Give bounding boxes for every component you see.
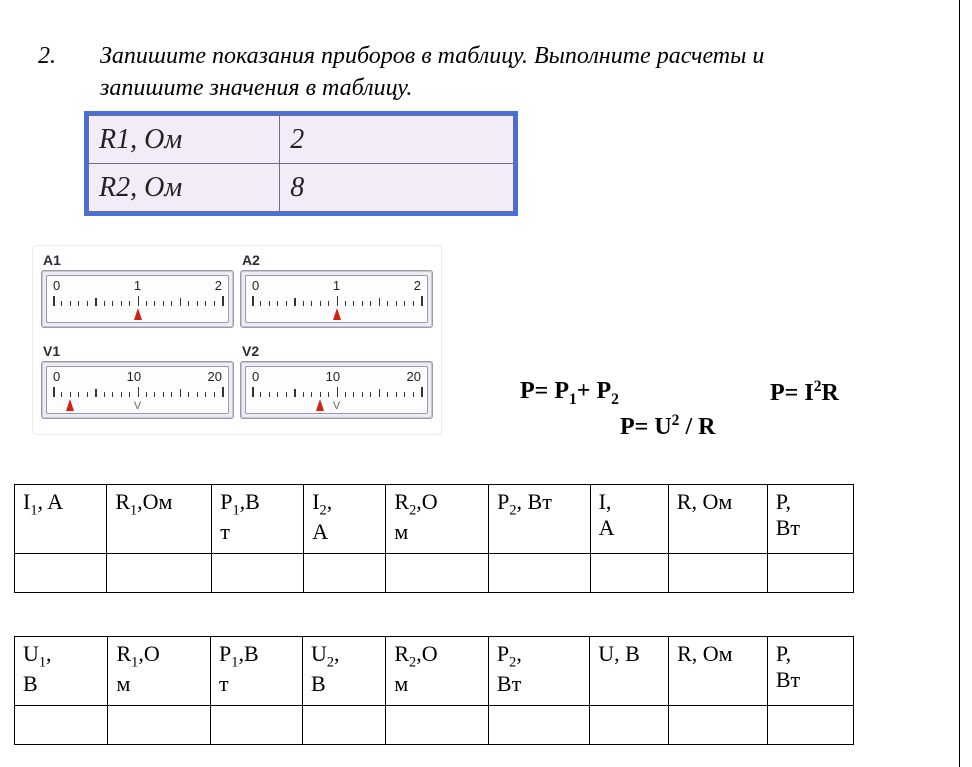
instrument-a2: A2 012	[240, 252, 433, 335]
instrument-label: A1	[43, 252, 234, 268]
instrument-label: V2	[242, 343, 433, 359]
table-header-cell: I1, A	[15, 485, 107, 554]
table-cell	[108, 706, 211, 745]
scale-labels: 01020	[53, 369, 222, 384]
task-text: Запишите показания приборов в таблицу. В…	[100, 40, 929, 105]
given-r1-label: R1, Ом	[89, 115, 280, 163]
instrument-label: A2	[242, 252, 433, 268]
table-data-row	[15, 706, 854, 745]
table-data-row	[15, 554, 854, 593]
scale-ticks	[252, 296, 421, 306]
instrument-frame: 01020 V	[240, 361, 433, 419]
table-header-row: I1, AR1,ОмP1,ВтI2,AR2,ОмP2, ВтI,AR, ОмP,…	[15, 485, 854, 554]
table-header-cell: P1,Вт	[211, 637, 303, 706]
table-header-cell: P2, Вт	[489, 485, 591, 554]
table-header-row: U1,ВR1,ОмP1,ВтU2,ВR2,ОмP2,ВтU, ВR, ОмP,В…	[15, 637, 854, 706]
formula-sum: P= P1+ P2	[520, 378, 619, 409]
table-header-cell: I,A	[590, 485, 668, 554]
table-cell	[590, 706, 669, 745]
table-header-cell: I2,A	[304, 485, 386, 554]
table-cell	[212, 554, 304, 593]
table-cell	[767, 706, 853, 745]
instrument-v2: V2 01020 V	[240, 343, 433, 426]
needle-icon	[333, 308, 341, 320]
table-header-cell: U1,В	[15, 637, 108, 706]
table-header-cell: U, В	[590, 637, 669, 706]
table-cell	[302, 706, 385, 745]
table-cell	[107, 554, 212, 593]
scale-labels: 012	[252, 278, 421, 293]
given-r2-value: 8	[280, 163, 514, 211]
needle-icon	[134, 308, 142, 320]
given-r1-value: 2	[280, 115, 514, 163]
instrument-frame: 01020 V	[41, 361, 234, 419]
table-cell	[386, 706, 489, 745]
table-header-cell: P2,Вт	[488, 637, 589, 706]
task-block: 2. Запишите показания приборов в таблицу…	[38, 40, 929, 105]
table-header-cell: P,Вт	[767, 485, 853, 554]
table-cell	[488, 706, 589, 745]
scale-ticks	[53, 296, 222, 306]
needle-icon	[66, 399, 74, 411]
instrument-scale: 01020 V	[46, 366, 229, 414]
table-header-cell: R2,Ом	[386, 485, 489, 554]
given-r2-label: R2, Ом	[89, 163, 280, 211]
data-table-current: I1, AR1,ОмP1,ВтI2,AR2,ОмP2, ВтI,AR, ОмP,…	[14, 484, 854, 593]
table-cell	[669, 706, 768, 745]
table-cell	[590, 554, 668, 593]
instrument-scale: 012	[46, 275, 229, 323]
unit-label: V	[333, 400, 340, 412]
scale-labels: 012	[53, 278, 222, 293]
instrument-scale: 01020 V	[245, 366, 428, 414]
page: 2. Запишите показания приборов в таблицу…	[0, 0, 960, 767]
table-header-cell: P,Вт	[767, 637, 853, 706]
scale-ticks	[252, 387, 421, 397]
scale-labels: 01020	[252, 369, 421, 384]
table-header-cell: U2,В	[302, 637, 385, 706]
scale-ticks	[53, 387, 222, 397]
table-header-cell: P1,Вт	[212, 485, 304, 554]
data-table-voltage: U1,ВR1,ОмP1,ВтU2,ВR2,ОмP2,ВтU, ВR, ОмP,В…	[14, 636, 854, 745]
given-row-r1: R1, Ом 2	[89, 115, 514, 163]
table-header-cell: R1,Ом	[108, 637, 211, 706]
instrument-label: V1	[43, 343, 234, 359]
unit-label: V	[134, 400, 141, 412]
instrument-frame: 012	[240, 270, 433, 328]
instrument-a1: A1 012	[41, 252, 234, 335]
task-number: 2.	[38, 40, 100, 105]
task-line-2: запишите значения в таблицу.	[100, 75, 412, 101]
table-cell	[386, 554, 489, 593]
formula-u2r: P= U2 / R	[620, 412, 715, 441]
needle-icon	[316, 399, 324, 411]
table-cell	[668, 554, 767, 593]
instrument-v1: V1 01020 V	[41, 343, 234, 426]
instruments-panel: A1 012 A2 012 V1 01020 V V2 01020 V	[32, 245, 442, 435]
table-cell	[211, 706, 303, 745]
formula-i2r: P= I2R	[770, 378, 839, 407]
task-line-1: Запишите показания приборов в таблицу. В…	[100, 43, 764, 69]
table-cell	[767, 554, 853, 593]
given-table: R1, Ом 2 R2, Ом 8	[88, 115, 514, 212]
table-header-cell: R2,Ом	[386, 637, 489, 706]
table-cell	[15, 706, 108, 745]
given-table-wrap: R1, Ом 2 R2, Ом 8	[84, 111, 518, 216]
table-header-cell: R, Ом	[669, 637, 768, 706]
table-header-cell: R, Ом	[668, 485, 767, 554]
table-cell	[489, 554, 591, 593]
table-cell	[304, 554, 386, 593]
table-header-cell: R1,Ом	[107, 485, 212, 554]
table-cell	[15, 554, 107, 593]
instrument-scale: 012	[245, 275, 428, 323]
given-row-r2: R2, Ом 8	[89, 163, 514, 211]
instrument-frame: 012	[41, 270, 234, 328]
